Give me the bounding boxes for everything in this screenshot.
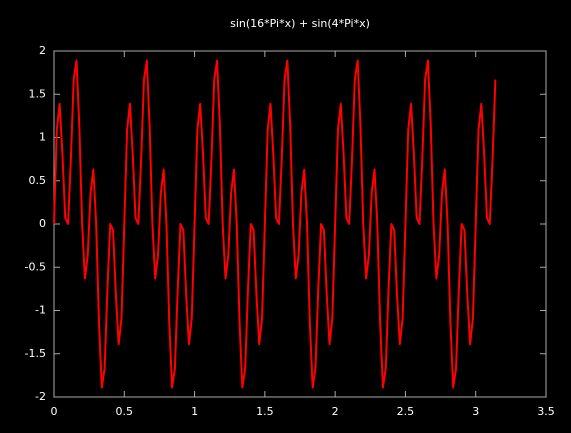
y-tick-label: 0 xyxy=(39,217,46,230)
y-tick-label: 1.5 xyxy=(29,87,47,100)
x-tick-label: 3.5 xyxy=(537,405,555,418)
x-tick-label: 1 xyxy=(191,405,198,418)
y-tick-label: 0.5 xyxy=(29,174,47,187)
x-tick-label: 3 xyxy=(472,405,479,418)
y-tick-label: -1.5 xyxy=(25,347,46,360)
y-tick-label: 2 xyxy=(39,44,46,57)
x-tick-label: 0.5 xyxy=(116,405,134,418)
y-tick-label: -2 xyxy=(35,390,46,403)
x-tick-label: 0 xyxy=(51,405,58,418)
x-tick-label: 2 xyxy=(332,405,339,418)
x-tick-label: 1.5 xyxy=(256,405,274,418)
y-tick-label: 1 xyxy=(39,131,46,144)
y-tick-label: -1 xyxy=(35,304,46,317)
line xyxy=(53,59,497,389)
x-tick-label: 2.5 xyxy=(397,405,415,418)
chart-title: sin(16*Pi*x) + sin(4*Pi*x) xyxy=(230,17,370,30)
y-tick-label: -0.5 xyxy=(25,260,46,273)
